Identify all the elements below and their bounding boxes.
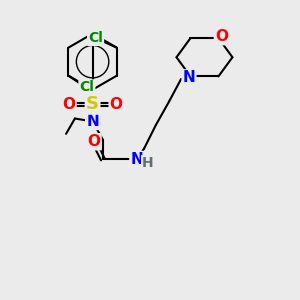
Text: N: N [86,114,99,129]
Text: Cl: Cl [80,80,94,94]
Text: H: H [142,156,154,170]
Text: N: N [183,70,195,85]
Text: O: O [215,29,228,44]
Text: Cl: Cl [88,31,103,45]
Text: N: N [130,152,143,167]
Text: S: S [86,95,99,113]
Text: O: O [88,134,100,149]
Text: O: O [62,97,76,112]
Text: O: O [110,97,123,112]
